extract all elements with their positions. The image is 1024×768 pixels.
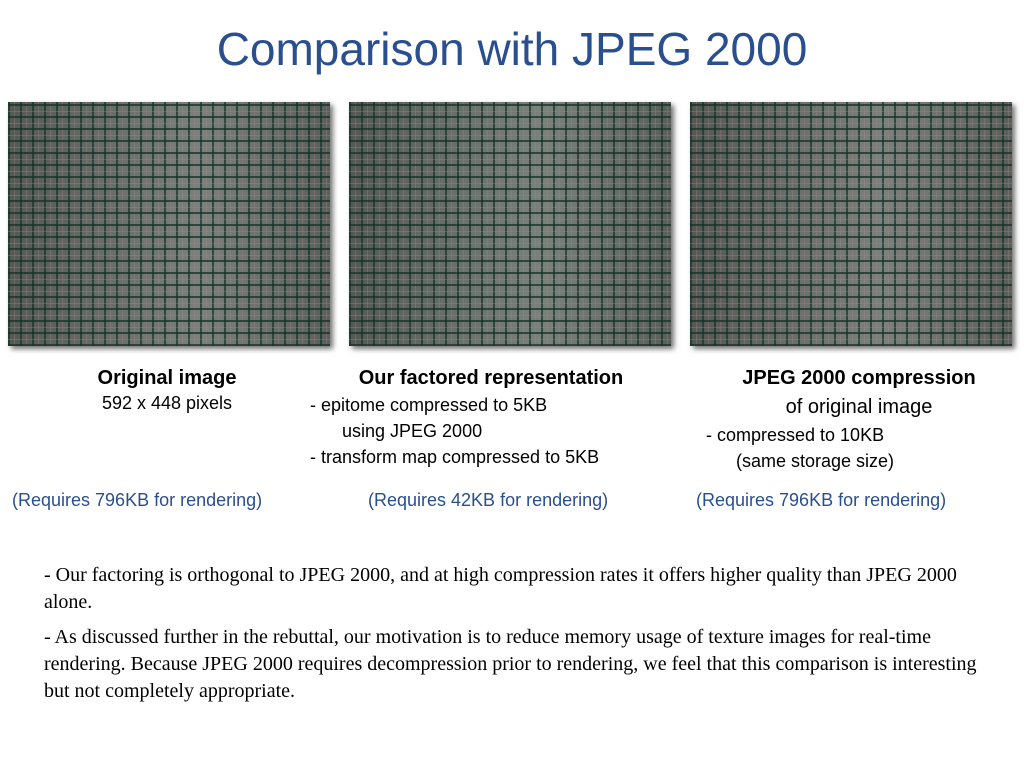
caption-line: of original image xyxy=(785,396,933,418)
caption-heading: Original image xyxy=(97,367,237,389)
image-factored xyxy=(349,102,671,346)
caption: JPEG 2000 compression of original image … xyxy=(706,364,1024,474)
bullet-list: - Our factoring is orthogonal to JPEG 20… xyxy=(44,562,984,713)
bullet: - As discussed further in the rebuttal, … xyxy=(44,626,977,702)
caption-line: - transform map compressed to 5KB xyxy=(310,447,600,467)
caption-line: 592 x 448 pixels xyxy=(101,393,233,413)
image-jpeg2000 xyxy=(690,102,1012,346)
bullet: - Our factoring is orthogonal to JPEG 20… xyxy=(44,564,957,613)
image-original xyxy=(8,102,330,346)
caption-heading: Our factored representation xyxy=(358,367,624,389)
caption-line: (same storage size) xyxy=(736,451,895,471)
caption-heading: JPEG 2000 compression xyxy=(742,367,976,389)
caption-line: - compressed to 10KB xyxy=(706,425,885,445)
requirement-note: (Requires 42KB for rendering) xyxy=(368,490,609,510)
requirement-note: (Requires 796KB for rendering) xyxy=(696,490,947,510)
caption: Original image 592 x 448 pixels xyxy=(60,364,274,414)
requirement-note: (Requires 796KB for rendering) xyxy=(12,490,263,510)
caption: Our factored representation - epitome co… xyxy=(310,364,680,470)
title: Comparison with JPEG 2000 xyxy=(216,23,808,75)
caption-line: using JPEG 2000 xyxy=(342,421,483,441)
caption-line: - epitome compressed to 5KB xyxy=(310,395,548,415)
